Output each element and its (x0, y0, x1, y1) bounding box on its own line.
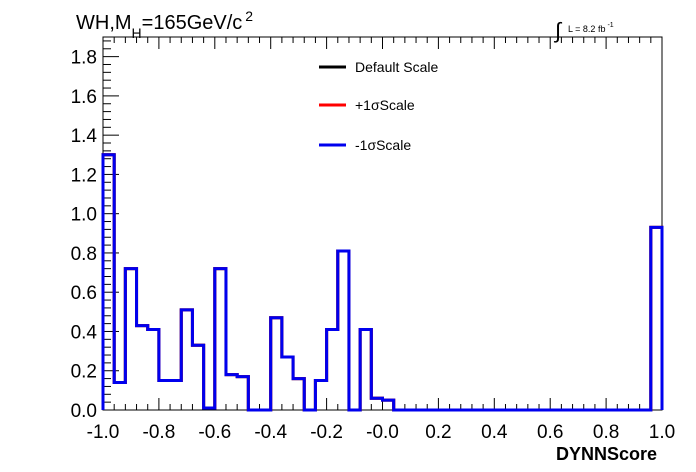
y-tick-label: 1.2 (71, 165, 97, 186)
x-tick-label: 0.8 (593, 422, 619, 443)
x-axis-title: DYNNScore (556, 444, 657, 464)
series-line-1 (101, 153, 664, 412)
series-line-2 (101, 153, 664, 412)
y-tick-label: 1.6 (71, 87, 97, 108)
x-tick-label: 0.6 (537, 422, 563, 443)
legend-label: -1σScale (355, 137, 411, 153)
y-tick-label: 1.8 (71, 48, 97, 69)
y-tick-label: 0.6 (71, 283, 97, 304)
series-line-0 (101, 153, 664, 412)
y-tick-label: 1.0 (71, 205, 97, 226)
y-tick-label: 0.4 (71, 322, 98, 343)
plot-frame (102, 36, 663, 411)
luminosity-label: ∫ L = 8.2 fb -1 (553, 18, 614, 43)
x-tick-label: -0.4 (254, 422, 287, 443)
x-tick-label: 0.2 (425, 422, 451, 443)
x-tick-label: -0.0 (366, 422, 399, 443)
x-tick-label: -1.0 (87, 422, 120, 443)
chart-title: WH,MH=165GeV/c 2 (76, 8, 253, 41)
legend-label: +1σScale (355, 97, 415, 113)
y-tick-label: 0.0 (71, 401, 97, 422)
legend-label: Default Scale (355, 59, 438, 75)
y-tick-label: 0.2 (71, 362, 97, 383)
legend: Default Scale +1σScale -1σScale (319, 59, 438, 153)
y-tick-labels: 0.0 0.2 0.4 0.6 0.8 1.0 1.2 1.4 1.6 1.8 (71, 48, 98, 422)
x-tick-labels: -1.0 -0.8 -0.6 -0.4 -0.2 -0.0 0.2 0.4 0.6 0.8 1.0 (87, 422, 676, 443)
axis-ticks (102, 37, 663, 411)
y-tick-label: 0.8 (71, 244, 97, 265)
y-tick-label: 1.4 (71, 126, 98, 147)
x-tick-label: 1.0 (649, 422, 675, 443)
luminosity-text: L = 8.2 fb -1 (568, 22, 614, 34)
histogram-series (101, 153, 664, 412)
x-tick-label: 0.4 (481, 422, 508, 443)
integral-sign-icon: ∫ (553, 18, 563, 43)
x-tick-label: -0.2 (310, 422, 343, 443)
x-tick-label: -0.6 (198, 422, 231, 443)
x-tick-label: -0.8 (143, 422, 176, 443)
